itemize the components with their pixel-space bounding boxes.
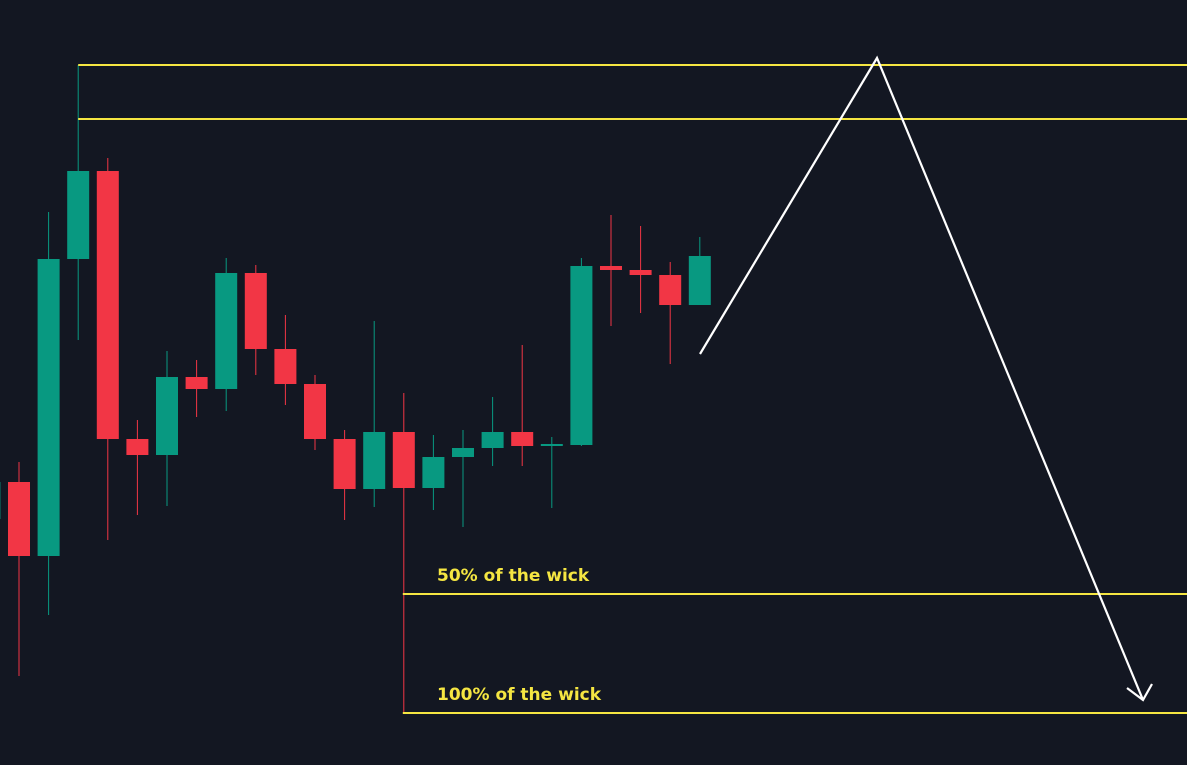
candle-body [422,457,445,488]
candle-body [37,259,60,556]
candle-body [570,266,593,445]
candle-body [96,171,119,439]
level-label: 100% of the wick [437,685,602,705]
candle-body [304,384,326,439]
candle-body [67,171,90,259]
projection-arrow [699,55,1153,702]
candle-body [481,432,504,448]
candle-body [8,482,30,556]
candle-body [215,273,238,389]
candle-body [244,273,267,349]
candle-body [540,444,563,446]
candle-body [274,349,297,384]
candle-body [363,432,386,489]
level-label: 50% of the wick [437,566,590,586]
candle-body [333,439,356,489]
candle-body [126,439,149,455]
candle-body [392,432,415,488]
candle-body [659,275,682,305]
candle-body [452,448,474,457]
candles [0,65,711,713]
candle-body [511,432,534,446]
levels: 50% of the wick 100% of the wick [78,64,1187,714]
candle-body [156,377,178,455]
projection-path [699,55,1145,701]
candle-body [600,266,622,270]
candle-body [185,377,208,389]
candle-body [688,256,711,305]
arrow-head [1126,683,1153,702]
candle-body [629,270,652,275]
